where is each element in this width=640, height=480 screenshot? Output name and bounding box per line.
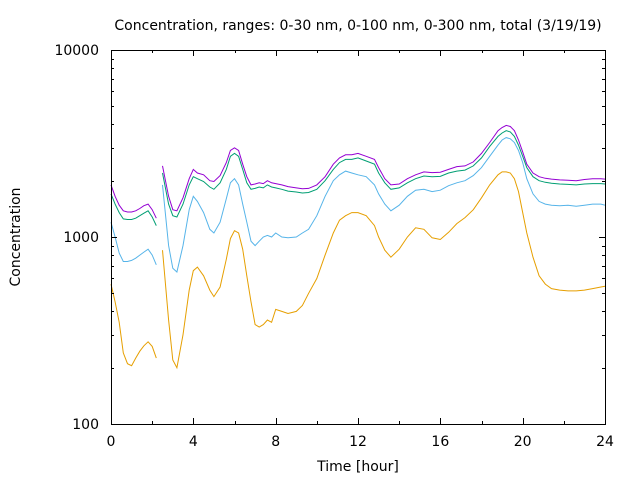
- y-axis-label: Concentration: [8, 187, 24, 286]
- series-4-line-segment-2: [162, 124, 606, 212]
- series-3-line-segment-2: [162, 130, 606, 218]
- y-tick-label: 100: [72, 417, 99, 433]
- x-tick-label: 12: [349, 434, 367, 450]
- x-tick-label: 0: [107, 434, 116, 450]
- series-group: [110, 124, 606, 370]
- y-tick-label: 1000: [63, 230, 99, 246]
- x-tick-label: 24: [596, 434, 614, 450]
- x-tick-label: 4: [189, 434, 198, 450]
- ticks-group: 0 4 8 12 16 20 24 100 1000 10000: [54, 43, 614, 450]
- chart-title: Concentration, ranges: 0-30 nm, 0-100 nm…: [114, 18, 601, 34]
- series-2-line-segment-2: [162, 137, 606, 273]
- y-tick-label: 10000: [54, 43, 99, 59]
- x-tick-label: 16: [431, 434, 449, 450]
- plot-frame: [111, 50, 606, 425]
- series-2-line-segment-1: [110, 222, 157, 265]
- series-1-line-segment-1: [110, 283, 157, 367]
- series-1-line-segment-2: [162, 171, 606, 370]
- x-tick-label: 8: [271, 434, 280, 450]
- x-axis-label: Time [hour]: [316, 459, 399, 475]
- series-4-line-segment-1: [110, 184, 157, 219]
- x-tick-label: 20: [514, 434, 532, 450]
- series-3-line-segment-1: [110, 193, 157, 226]
